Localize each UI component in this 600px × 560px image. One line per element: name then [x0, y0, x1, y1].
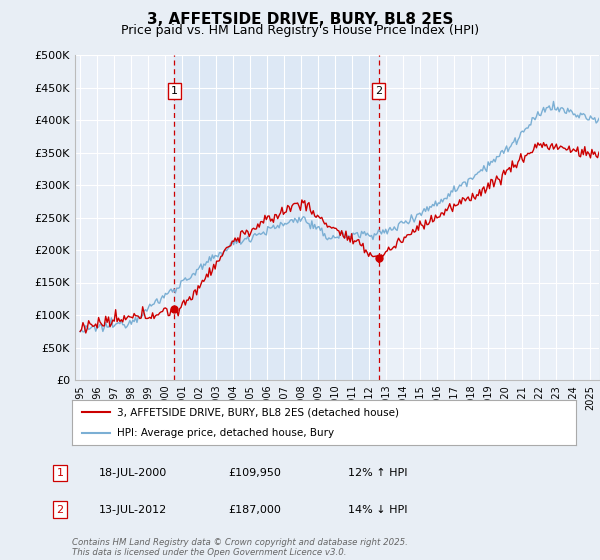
- Text: 1: 1: [56, 468, 64, 478]
- Bar: [175, 55, 379, 380]
- Text: 12% ↑ HPI: 12% ↑ HPI: [348, 468, 407, 478]
- Text: £109,950: £109,950: [228, 468, 281, 478]
- Text: 2: 2: [375, 86, 382, 96]
- Text: 1: 1: [171, 86, 178, 96]
- Text: 14% ↓ HPI: 14% ↓ HPI: [348, 505, 407, 515]
- Text: 3, AFFETSIDE DRIVE, BURY, BL8 2ES: 3, AFFETSIDE DRIVE, BURY, BL8 2ES: [147, 12, 453, 27]
- Text: Price paid vs. HM Land Registry's House Price Index (HPI): Price paid vs. HM Land Registry's House …: [121, 24, 479, 37]
- Text: Contains HM Land Registry data © Crown copyright and database right 2025.
This d: Contains HM Land Registry data © Crown c…: [72, 538, 408, 557]
- Text: 18-JUL-2000: 18-JUL-2000: [99, 468, 167, 478]
- Text: £187,000: £187,000: [228, 505, 281, 515]
- Text: 3, AFFETSIDE DRIVE, BURY, BL8 2ES (detached house): 3, AFFETSIDE DRIVE, BURY, BL8 2ES (detac…: [118, 408, 400, 418]
- Text: HPI: Average price, detached house, Bury: HPI: Average price, detached house, Bury: [118, 428, 334, 438]
- Text: 13-JUL-2012: 13-JUL-2012: [99, 505, 167, 515]
- Text: 2: 2: [56, 505, 64, 515]
